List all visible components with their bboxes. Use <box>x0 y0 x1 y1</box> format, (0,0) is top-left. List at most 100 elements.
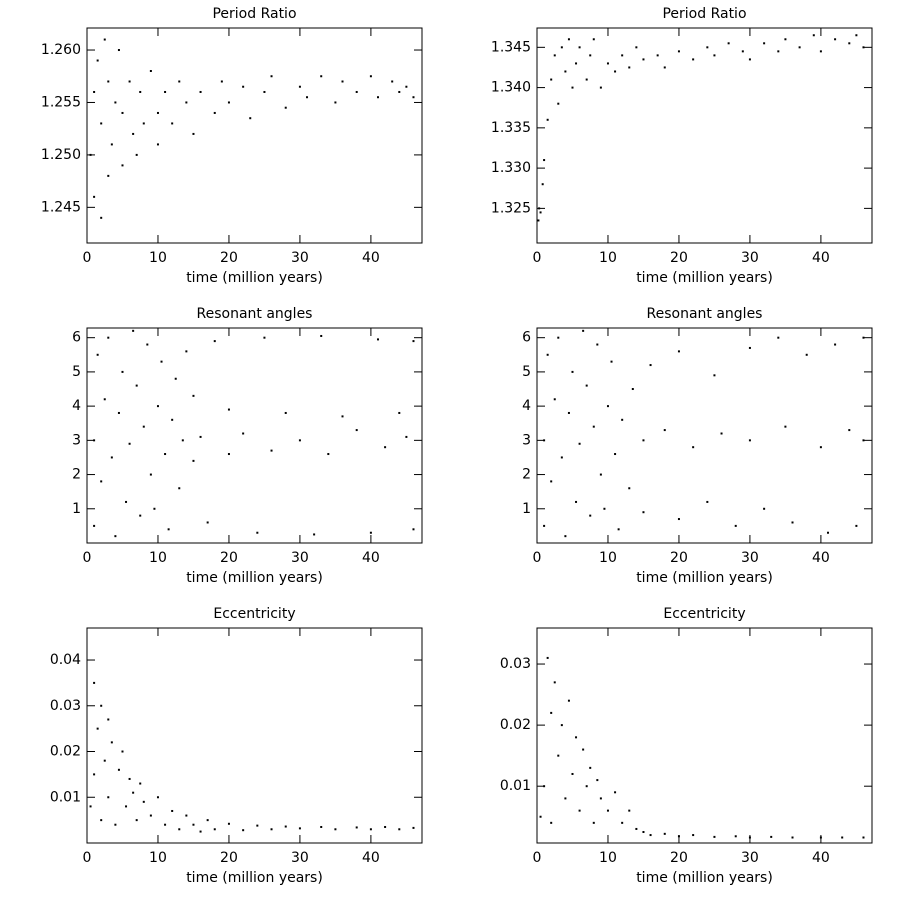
point <box>220 80 223 83</box>
point <box>128 777 131 780</box>
point <box>192 459 195 462</box>
point <box>107 718 110 721</box>
point <box>862 836 865 839</box>
point <box>621 54 624 57</box>
point <box>631 388 634 391</box>
point <box>334 101 337 104</box>
point <box>256 531 259 534</box>
point <box>734 835 737 838</box>
point <box>117 411 120 414</box>
point <box>139 90 142 93</box>
point <box>550 821 553 824</box>
x-tick-label: 10 <box>149 250 167 266</box>
point <box>677 518 680 521</box>
point <box>560 724 563 727</box>
x-tick-label: 40 <box>812 850 830 866</box>
y-tick-label: 0.02 <box>50 744 81 760</box>
plot-frame <box>536 27 873 244</box>
point <box>160 360 163 363</box>
point <box>834 343 837 346</box>
point <box>606 62 609 65</box>
point <box>192 132 195 135</box>
point <box>412 340 415 343</box>
y-tick-label: 6 <box>72 330 81 346</box>
point <box>93 195 96 198</box>
point <box>862 336 865 339</box>
y-tick-label: 0.01 <box>50 789 81 805</box>
point <box>642 439 645 442</box>
x-axis-label: time (million years) <box>186 870 323 886</box>
point <box>110 741 113 744</box>
point <box>649 364 652 367</box>
point <box>537 219 540 222</box>
point <box>614 453 617 456</box>
x-tick-label: 0 <box>83 850 92 866</box>
x-axis-label: time (million years) <box>636 570 773 586</box>
point <box>100 819 103 822</box>
point <box>376 338 379 341</box>
point <box>206 819 209 822</box>
point <box>791 521 794 524</box>
point <box>706 46 709 49</box>
point <box>610 360 613 363</box>
point <box>727 42 730 45</box>
point <box>355 90 358 93</box>
point <box>589 54 592 57</box>
y-tick-label: 1.245 <box>41 199 81 215</box>
point <box>621 821 624 824</box>
point <box>720 432 723 435</box>
point <box>642 511 645 514</box>
point <box>117 49 120 52</box>
point <box>599 86 602 89</box>
point <box>741 50 744 53</box>
y-tick-label: 1.335 <box>491 120 531 136</box>
point <box>855 524 858 527</box>
point <box>369 531 372 534</box>
point <box>585 785 588 788</box>
point <box>139 782 142 785</box>
x-tick-label: 30 <box>291 250 309 266</box>
point <box>242 85 245 88</box>
point <box>100 704 103 707</box>
point <box>748 439 751 442</box>
x-tick-label: 10 <box>599 850 617 866</box>
point <box>567 38 570 41</box>
point <box>405 85 408 88</box>
point <box>398 411 401 414</box>
point <box>298 827 301 830</box>
point <box>398 90 401 93</box>
point <box>199 435 202 438</box>
point <box>327 453 330 456</box>
point <box>564 70 567 73</box>
point <box>142 800 145 803</box>
point <box>589 766 592 769</box>
point <box>263 90 266 93</box>
point <box>135 384 138 387</box>
point <box>181 439 184 442</box>
point <box>805 353 808 356</box>
point <box>320 75 323 78</box>
point <box>539 211 542 214</box>
point <box>306 96 309 99</box>
point <box>585 78 588 81</box>
point <box>178 487 181 490</box>
y-tick-label: 0.02 <box>500 717 531 733</box>
point <box>777 50 780 53</box>
point <box>599 473 602 476</box>
point <box>663 66 666 69</box>
point <box>100 122 103 125</box>
point <box>149 814 152 817</box>
point <box>575 500 578 503</box>
point <box>376 96 379 99</box>
point <box>171 809 174 812</box>
y-tick-label: 2 <box>72 467 81 483</box>
point <box>156 143 159 146</box>
point <box>798 46 801 49</box>
x-tick-label: 30 <box>291 550 309 566</box>
point <box>770 835 773 838</box>
y-tick-label: 4 <box>72 398 81 414</box>
point <box>398 828 401 831</box>
point <box>550 480 553 483</box>
point <box>621 418 624 421</box>
point <box>114 535 117 538</box>
